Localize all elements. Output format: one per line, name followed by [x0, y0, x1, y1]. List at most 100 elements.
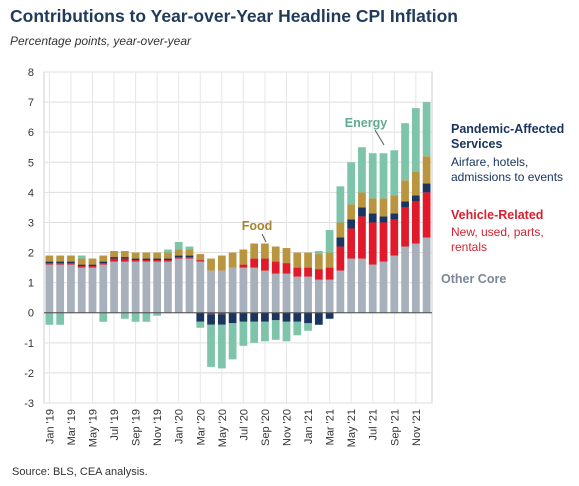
bar-segment-energy	[390, 150, 399, 196]
bar-segment-pandemic-affected-services	[56, 261, 65, 264]
bar-segment-vehicle-related	[401, 207, 409, 247]
bar-segment-food	[185, 249, 194, 256]
bar-segment-other-core	[358, 258, 366, 313]
bar-segment-energy	[239, 321, 248, 346]
bar-segment-other-core	[411, 243, 420, 313]
bar-segment-energy	[185, 246, 194, 250]
bar-segment-energy	[282, 321, 291, 342]
bar-segment-energy	[336, 186, 345, 223]
bar-segment-food	[99, 255, 108, 262]
bar-segment-energy	[142, 312, 151, 322]
bar-segment-other-core	[99, 264, 108, 313]
bar-segment-pandemic-affected-services	[110, 257, 118, 259]
bar-segment-food	[56, 255, 65, 262]
bar-segment-vehicle-related	[45, 263, 54, 265]
bar-segment-food	[110, 251, 118, 258]
bar-segment-vehicle-related	[153, 260, 162, 262]
bar-segment-other-core	[174, 258, 183, 313]
bar-segment-food	[250, 243, 259, 259]
bar-segment-energy	[250, 321, 259, 343]
bar-segment-food	[304, 252, 312, 268]
bar-segment-vehicle-related	[239, 264, 248, 268]
x-tick-label: Nov '21	[411, 409, 423, 446]
bar-segment-food	[261, 243, 269, 259]
bar-segment-other-core	[196, 261, 205, 313]
bar-segment-other-core	[347, 258, 356, 313]
y-tick-label: 6	[28, 127, 34, 139]
bar-segment-food	[131, 252, 140, 259]
bar-segment-vehicle-related	[314, 269, 323, 280]
bar-segment-pandemic-affected-services	[358, 207, 366, 217]
bar-segment-energy	[56, 312, 65, 325]
other-core-label: Other Core	[441, 272, 506, 286]
x-tick-label: Jul '20	[238, 409, 250, 440]
bar-segment-vehicle-related	[422, 192, 431, 238]
bar-segment-pandemic-affected-services	[282, 312, 291, 322]
bar-segment-pandemic-affected-services	[164, 258, 172, 261]
x-tick-label: May '20	[217, 409, 229, 447]
services-title-line-2: Services	[451, 137, 502, 151]
bar-segment-food	[314, 254, 323, 270]
bar-segment-vehicle-related	[250, 258, 259, 268]
bar-segment-pandemic-affected-services	[261, 312, 269, 322]
x-tick-label: Jan '21	[303, 409, 315, 444]
bar-segment-energy	[304, 323, 312, 331]
bar-segment-food	[282, 248, 291, 264]
bar-segment-pandemic-affected-services	[142, 258, 151, 261]
bar-segment-other-core	[217, 270, 226, 313]
bar-segment-food	[325, 252, 334, 268]
bar-segment-food	[271, 246, 280, 262]
bar-segment-pandemic-affected-services	[120, 257, 129, 259]
x-tick-label: Mar '19	[66, 409, 78, 445]
bar-segment-pandemic-affected-services	[422, 183, 431, 193]
bar-segment-pandemic-affected-services	[401, 201, 409, 208]
bar-segment-other-core	[153, 261, 162, 313]
bar-segment-other-core	[336, 270, 345, 313]
x-tick-label: Jul '21	[368, 409, 380, 440]
bar-segment-food	[239, 249, 248, 265]
x-tick-label: May '19	[88, 409, 100, 447]
bar-segment-food	[293, 252, 302, 268]
bar-segment-pandemic-affected-services	[411, 195, 420, 202]
bar-segment-other-core	[185, 258, 194, 313]
y-tick-label: 4	[28, 187, 34, 199]
bar-segment-other-core	[164, 261, 172, 313]
bar-segment-food	[153, 252, 162, 259]
bar-segment-energy	[217, 324, 226, 369]
bar-segment-energy	[99, 312, 108, 322]
services-desc-line-1: Airfare, hotels,	[451, 155, 528, 169]
bar-segment-vehicle-related	[120, 258, 129, 262]
bar-segment-other-core	[56, 264, 65, 313]
bar-segment-vehicle-related	[411, 201, 420, 244]
bar-segment-vehicle-related	[207, 312, 215, 315]
bar-segment-other-core	[88, 267, 97, 313]
bar-segment-pandemic-affected-services	[390, 213, 399, 220]
bar-segment-energy	[411, 108, 420, 172]
annotation-food: Food	[242, 219, 272, 243]
bar-segment-energy	[379, 153, 388, 199]
bar-segment-vehicle-related	[282, 263, 291, 274]
bar-segment-vehicle-related	[77, 266, 86, 268]
bar-segment-other-core	[67, 264, 75, 313]
bar-segment-vehicle-related	[336, 246, 345, 271]
bar-segment-pandemic-affected-services	[304, 312, 312, 324]
bar-segment-food	[174, 249, 183, 256]
y-tick-label: 5	[28, 157, 34, 169]
bar-segment-energy	[131, 312, 140, 322]
bar-segment-energy	[45, 312, 54, 325]
bar-segment-pandemic-affected-services	[217, 314, 226, 325]
bar-segment-pandemic-affected-services	[77, 264, 86, 267]
bar-segment-food	[164, 252, 172, 259]
energy-pointer	[374, 129, 385, 146]
bar-segment-pandemic-affected-services	[99, 261, 108, 264]
bar-segment-pandemic-affected-services	[347, 219, 356, 229]
bar-segment-pandemic-affected-services	[293, 312, 302, 322]
bar-segment-other-core	[45, 264, 54, 313]
bar-segment-energy	[164, 249, 172, 253]
bar-segment-pandemic-affected-services	[325, 312, 334, 319]
bar-segment-other-core	[282, 273, 291, 313]
bar-segment-energy	[347, 162, 356, 205]
x-tick-label: Sep '21	[389, 409, 401, 446]
bar-segment-energy	[293, 321, 302, 336]
